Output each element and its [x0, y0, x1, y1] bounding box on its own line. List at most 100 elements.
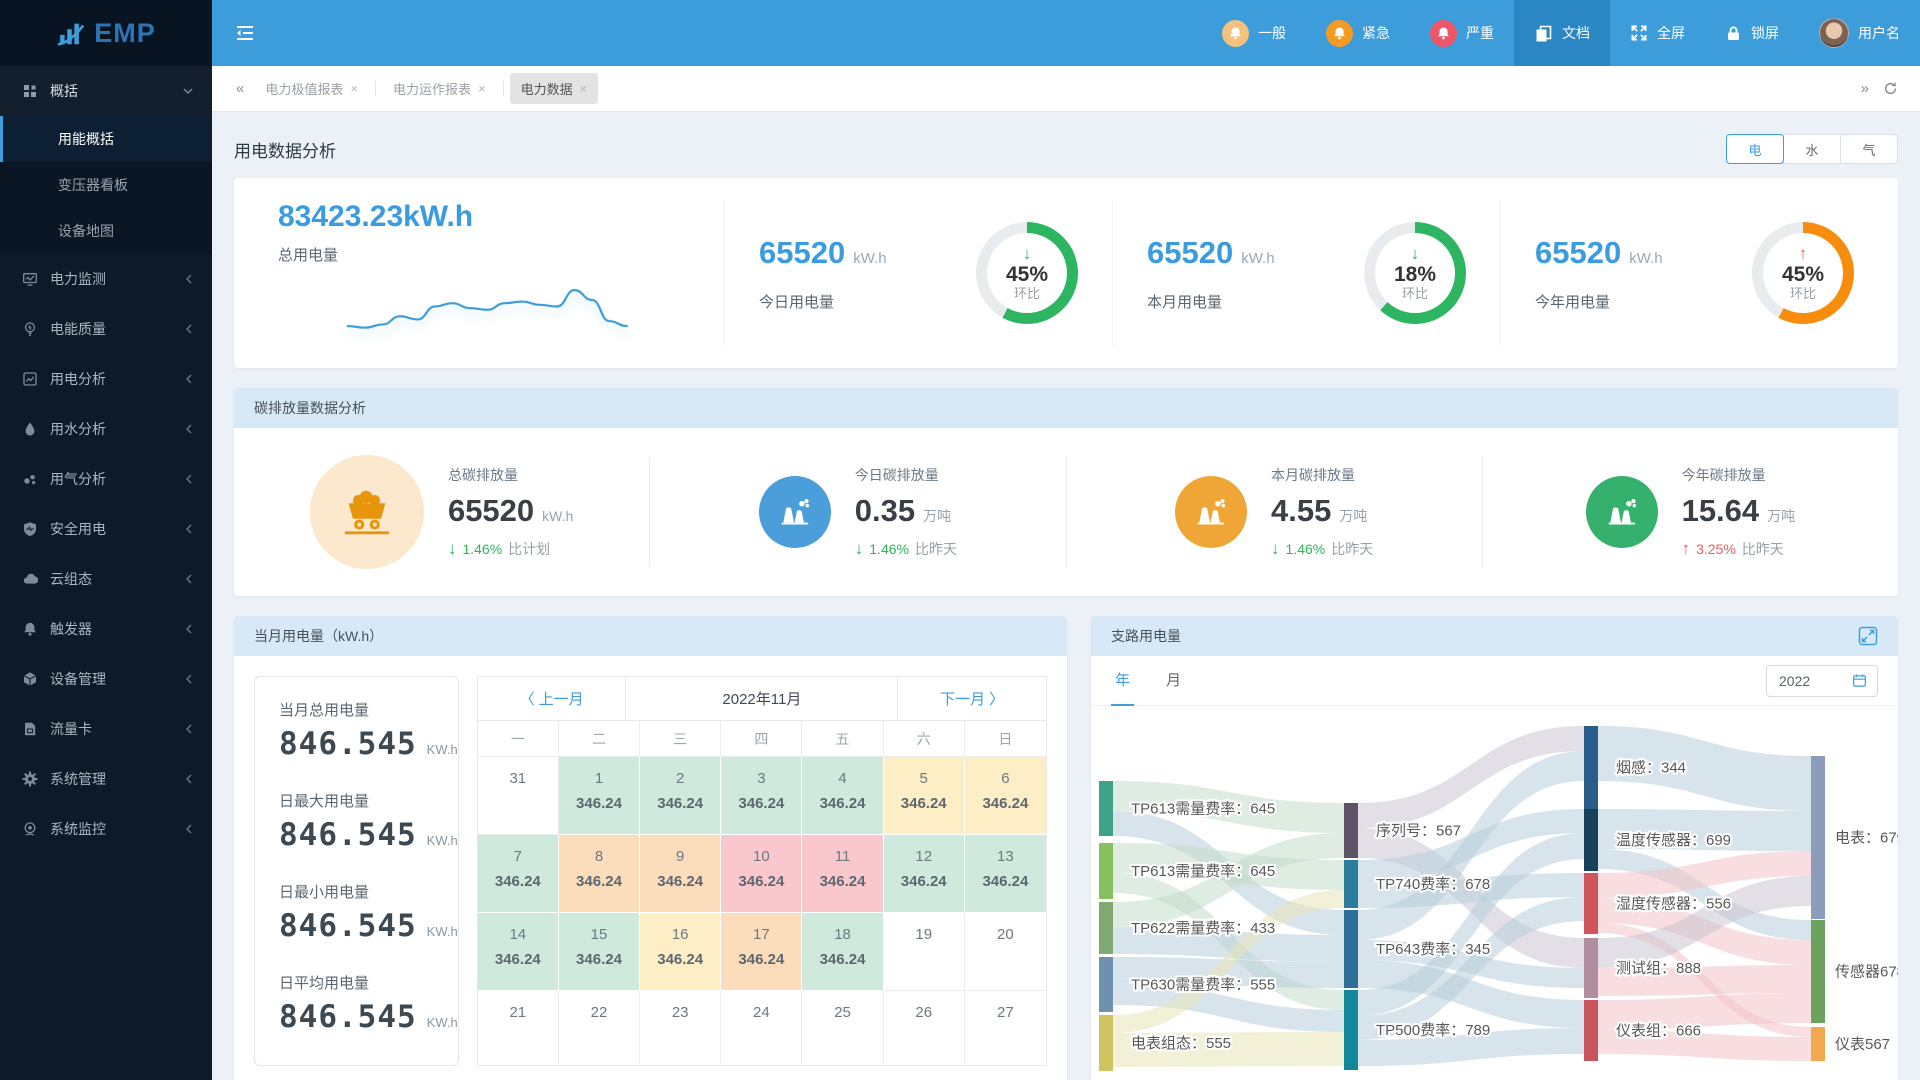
calendar-cell[interactable]: 8 346.24: [558, 835, 641, 913]
calendar-cell[interactable]: 3 346.24: [721, 757, 803, 835]
calendar-cell[interactable]: 17 346.24: [721, 913, 803, 991]
calendar-cell[interactable]: 14 346.24: [477, 913, 559, 991]
calendar-day-value: 346.24: [738, 873, 785, 890]
sidebar-group-overview[interactable]: 概括: [0, 66, 212, 116]
sidebar-item-electrical-safety[interactable]: 安全用电: [0, 504, 212, 554]
sidebar-item-gas-analysis[interactable]: 用气分析: [0, 454, 212, 504]
collapse-menu-icon[interactable]: [234, 22, 256, 44]
sidebar: 概括 用能概括 变压器看板 设备地图电力监测电能质量 用电分析用水分析用气分析安全用电云…: [0, 66, 212, 1080]
calendar-cell[interactable]: 25: [802, 991, 884, 1065]
close-icon[interactable]: ×: [350, 81, 358, 96]
calendar-cell[interactable]: 1 346.24: [558, 757, 641, 835]
calendar-next-month-button[interactable]: 下一月 〉: [898, 677, 1046, 720]
sidebar-item-transformer-board[interactable]: 变压器看板: [0, 162, 212, 208]
sidebar-item-data-sim[interactable]: 流量卡: [0, 704, 212, 754]
sankey-node[interactable]: [1099, 1015, 1113, 1071]
sankey-node[interactable]: [1099, 902, 1113, 954]
sidebar-item-triggers[interactable]: 触发器: [0, 604, 212, 654]
close-icon[interactable]: ×: [579, 81, 588, 96]
calendar-cell[interactable]: 22: [558, 991, 641, 1065]
calendar-cell[interactable]: 11 346.24: [802, 835, 884, 913]
calendar-cell[interactable]: 20: [964, 913, 1046, 991]
close-icon[interactable]: ×: [477, 81, 486, 96]
calendar-cell[interactable]: 10 346.24: [721, 835, 803, 913]
calendar-cell[interactable]: 16 346.24: [640, 913, 722, 991]
calendar-cell[interactable]: 27: [964, 991, 1046, 1065]
carbon-stat-valuerow: 65520 kW.h: [448, 493, 573, 529]
calendar-cell[interactable]: 21: [477, 991, 559, 1065]
sidebar-item-electricity-analysis[interactable]: 用电分析: [0, 354, 212, 404]
calendar-cell[interactable]: 18 346.24: [802, 913, 884, 991]
sidebar-item-system-monitoring[interactable]: 系统监控: [0, 804, 212, 854]
calendar-cell[interactable]: 12 346.24: [883, 835, 965, 913]
sankey-node[interactable]: [1344, 990, 1358, 1070]
expand-icon[interactable]: [1858, 626, 1878, 646]
year-select[interactable]: 2022: [1766, 664, 1878, 697]
alert-general[interactable]: 一般: [1202, 0, 1306, 66]
sidebar-item-label: 用水分析: [50, 421, 106, 437]
calendar-cell[interactable]: 31: [477, 757, 559, 835]
report-tab[interactable]: 电力极值报表 ×: [254, 73, 369, 104]
sankey-node[interactable]: [1344, 910, 1358, 988]
tabs-scroll-left-icon[interactable]: «: [236, 80, 245, 97]
calendar-cell[interactable]: 4 346.24: [802, 757, 884, 835]
calendar-cell[interactable]: 19: [883, 913, 965, 991]
nav-user[interactable]: 用户名: [1799, 0, 1920, 66]
sankey-node[interactable]: [1811, 1027, 1825, 1061]
fullscreen-icon: [1630, 24, 1648, 42]
sidebar-item-cloud-scada[interactable]: 云组态: [0, 554, 212, 604]
sidebar-item-water-analysis[interactable]: 用水分析: [0, 404, 212, 454]
sankey-node[interactable]: [1584, 873, 1598, 934]
report-tab[interactable]: 电力数据 ×: [509, 73, 599, 104]
report-tab[interactable]: 电力运作报表 ×: [382, 73, 497, 104]
alert-critical[interactable]: 严重: [1410, 0, 1514, 66]
sidebar-item-device-management[interactable]: 设备管理: [0, 654, 212, 704]
calendar-day-value: 346.24: [576, 951, 622, 968]
sankey-node[interactable]: [1811, 756, 1825, 919]
tabs-scroll-right-icon[interactable]: »: [1860, 80, 1869, 97]
calendar-cell[interactable]: 7 346.24: [477, 835, 559, 913]
sidebar-item-system-management[interactable]: 系统管理: [0, 754, 212, 804]
unit-toggle-option[interactable]: 水: [1783, 134, 1841, 164]
sankey-node[interactable]: [1099, 957, 1113, 1012]
sankey-node[interactable]: [1584, 726, 1598, 809]
calendar-cell[interactable]: 26: [883, 991, 965, 1065]
sankey-node[interactable]: [1584, 938, 1598, 998]
sankey-node[interactable]: [1099, 843, 1113, 899]
sankey-node[interactable]: [1811, 920, 1825, 1023]
sidebar-item-label: 安全用电: [50, 521, 106, 537]
nav-lock[interactable]: 锁屏: [1705, 0, 1799, 66]
calendar-cell[interactable]: 13 346.24: [964, 835, 1046, 913]
nav-fullscreen[interactable]: 全屏: [1610, 0, 1705, 66]
sankey-node[interactable]: [1099, 781, 1113, 836]
calendar-cell[interactable]: 6 346.24: [964, 757, 1046, 835]
usage-stat-label: 今年用电量: [1535, 293, 1611, 311]
refresh-icon[interactable]: [1877, 81, 1904, 96]
usage-stat-valuerow: 65520 kW.h: [1535, 235, 1663, 271]
sankey-node-label: 序列号：567: [1376, 823, 1461, 840]
calendar-prev-month-button[interactable]: 〈 上一月: [478, 677, 626, 720]
branch-tab-月[interactable]: 月: [1166, 672, 1182, 689]
sidebar-item-energy-overview[interactable]: 用能概括: [0, 116, 212, 162]
alert-urgent[interactable]: 紧急: [1306, 0, 1410, 66]
sidebar-item-device-map[interactable]: 设备地图: [0, 208, 212, 254]
carbon-stat-valuerow: 0.35 万吨: [855, 493, 957, 529]
calendar-cell[interactable]: 15 346.24: [558, 913, 641, 991]
branch-tab-年[interactable]: 年: [1111, 656, 1135, 706]
sidebar-item-power-monitoring[interactable]: 电力监测: [0, 254, 212, 304]
calendar-cell[interactable]: 23: [640, 991, 722, 1065]
sidebar-item-power-quality[interactable]: 电能质量: [0, 304, 212, 354]
sidebar-item-label: 电力监测: [50, 271, 106, 287]
sankey-node[interactable]: [1584, 1000, 1598, 1061]
nav-docs[interactable]: 文档: [1514, 0, 1610, 66]
unit-toggle-active[interactable]: 电: [1726, 134, 1784, 164]
unit-toggle-option[interactable]: 气: [1840, 134, 1898, 164]
sankey-node[interactable]: [1584, 809, 1598, 871]
calendar-cell[interactable]: 5 346.24: [883, 757, 965, 835]
sankey-node[interactable]: [1344, 860, 1358, 908]
sankey-node[interactable]: [1344, 803, 1358, 858]
calendar-cell[interactable]: 2 346.24: [640, 757, 722, 835]
sankey-node-label: 电表组态：555: [1131, 1035, 1231, 1052]
calendar-cell[interactable]: 24: [721, 991, 803, 1065]
calendar-cell[interactable]: 9 346.24: [640, 835, 722, 913]
